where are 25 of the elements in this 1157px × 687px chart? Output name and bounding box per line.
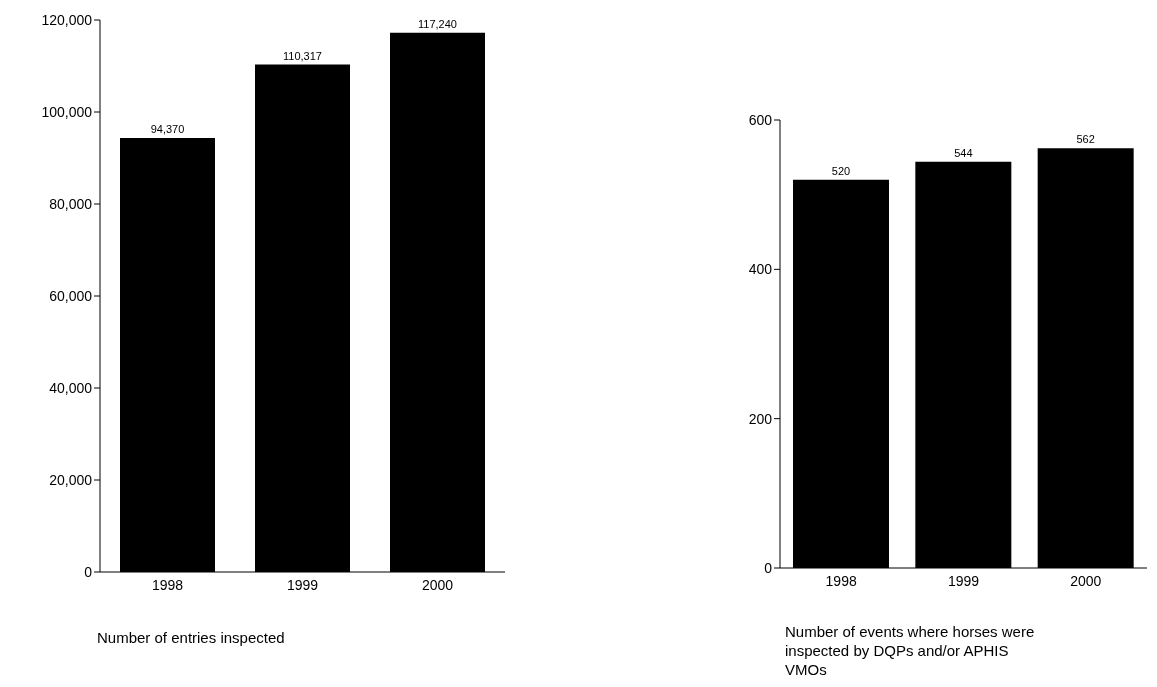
y-tick-label: 60,000 xyxy=(49,287,93,304)
x-tick-label: 2000 xyxy=(421,576,454,593)
x-tick-label: 1999 xyxy=(286,576,319,593)
data-label: 110,317 xyxy=(283,49,322,62)
data-label: 520 xyxy=(831,164,851,177)
x-tick-label: 2000 xyxy=(1070,572,1102,589)
y-tick-label: 0 xyxy=(764,559,773,576)
y-tick-label: 40,000 xyxy=(49,379,93,396)
y-tick-label: 120,000 xyxy=(41,11,93,28)
y-tick-label: 20,000 xyxy=(49,471,93,488)
y-tick-label: 0 xyxy=(84,563,93,580)
y-tick-label: 80,000 xyxy=(49,195,93,212)
data-label: 117,240 xyxy=(418,17,457,30)
y-tick-label: 100,000 xyxy=(41,103,93,120)
x-axis-title: Number of events where horses were inspected by DQPs and/or APHIS VMOs xyxy=(785,622,1035,679)
x-tick-label: 1998 xyxy=(825,572,857,589)
y-tick-label: 600 xyxy=(748,111,773,128)
data-label: 94,370 xyxy=(150,122,185,135)
data-label: 544 xyxy=(954,146,973,159)
y-tick-label: 200 xyxy=(748,410,773,427)
y-tick-label: 400 xyxy=(748,261,773,278)
x-axis-title: Number of entries inspected xyxy=(97,628,286,647)
x-tick-label: 1999 xyxy=(947,572,980,589)
data-label: 562 xyxy=(1076,133,1095,146)
x-tick-label: 1998 xyxy=(151,576,184,593)
